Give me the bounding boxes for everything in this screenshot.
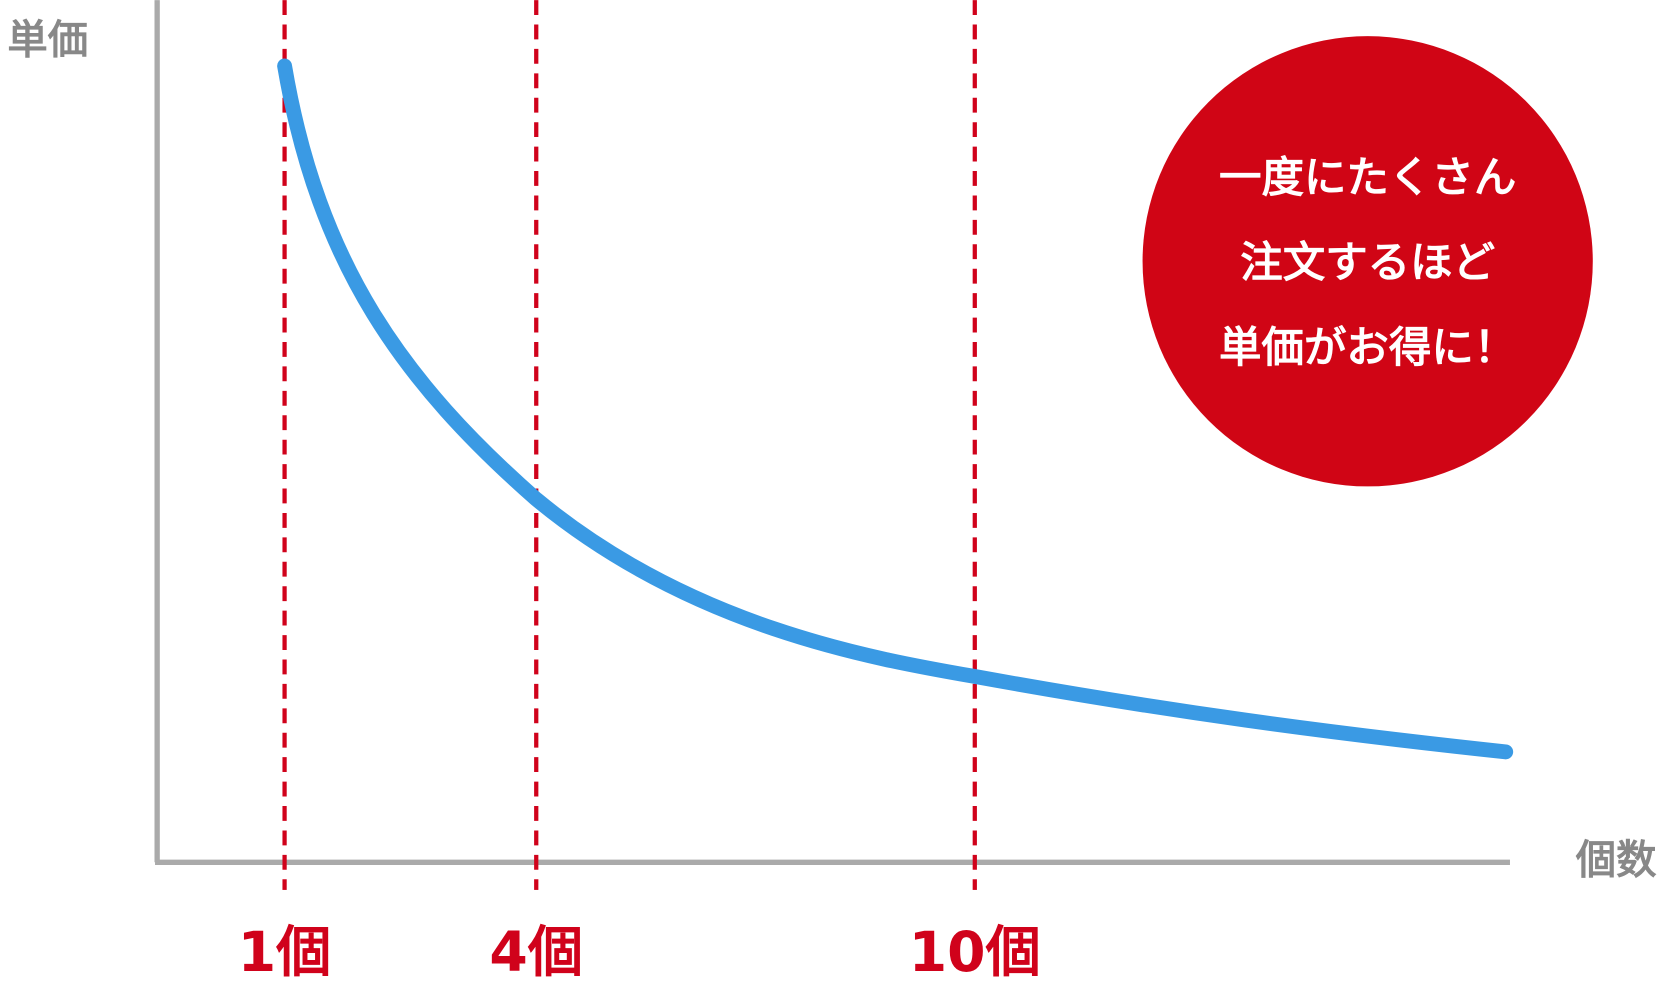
marker-label: 4個: [489, 921, 583, 985]
x-axis-label: 個数: [1575, 836, 1657, 883]
y-axis-label: 単価: [7, 17, 88, 64]
price-curve: [277, 58, 1514, 760]
callout-text: 単価がお得に！: [1219, 324, 1516, 373]
marker-label: 1個: [238, 921, 332, 985]
callout-circle: [1142, 36, 1593, 487]
callout-text: 一度にたくさん: [1219, 154, 1516, 203]
marker-label: 10個: [909, 921, 1041, 985]
callout-text: 注文するほど: [1240, 239, 1495, 288]
marker-lines: [282, 0, 977, 890]
